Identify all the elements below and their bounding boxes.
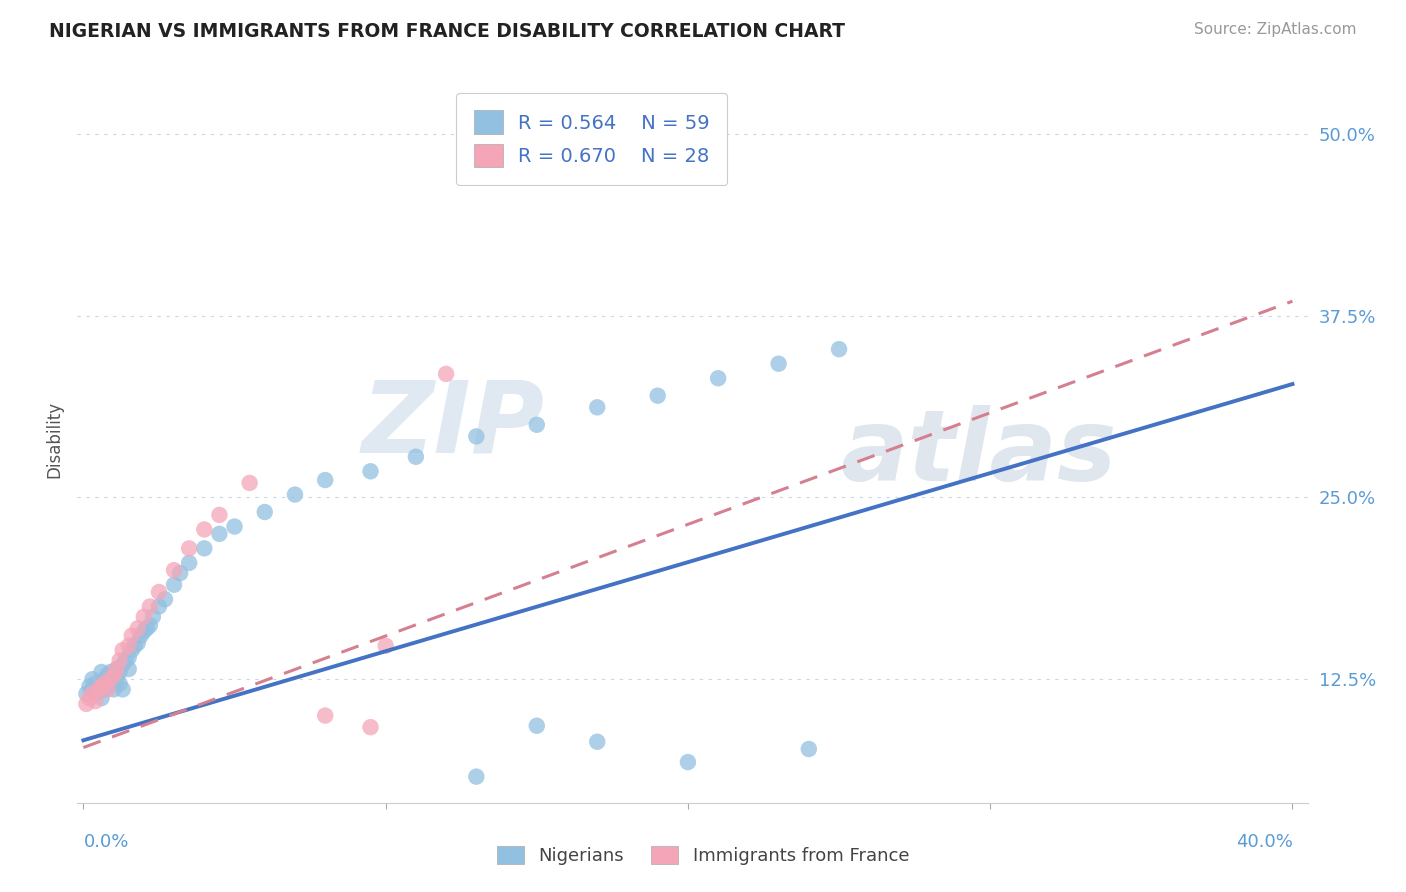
Point (208, 508, 231, 522)
Y-axis label: Disability: Disability (45, 401, 63, 478)
Point (169, 566, 191, 580)
Point (103, 668, 125, 682)
Point (96, 680, 118, 694)
Point (139, 618, 162, 632)
Point (768, 357, 790, 371)
Text: 0.0%: 0.0% (83, 833, 129, 851)
Point (96, 668, 118, 682)
Point (707, 371, 730, 385)
Point (111, 657, 134, 672)
Point (90, 680, 112, 694)
Point (163, 563, 186, 577)
Point (360, 464, 382, 478)
Point (100, 672, 122, 686)
Point (90, 691, 112, 706)
Point (405, 450, 427, 464)
Point (132, 624, 155, 639)
Text: atlas: atlas (841, 405, 1116, 502)
Point (224, 519, 246, 533)
Point (93, 676, 115, 690)
Point (75, 687, 97, 701)
Legend: R = 0.564    N = 59, R = 0.670    N = 28: R = 0.564 N = 59, R = 0.670 N = 28 (456, 93, 727, 185)
Point (676, 755, 699, 769)
Point (434, 367, 457, 381)
Legend: Nigerians, Immigrants from France: Nigerians, Immigrants from France (489, 838, 917, 872)
Point (108, 653, 131, 667)
Point (79, 680, 101, 694)
Point (127, 621, 149, 635)
Point (797, 742, 820, 756)
Point (828, 342, 851, 356)
Point (314, 473, 336, 487)
Point (93, 682, 115, 697)
Point (84, 687, 107, 701)
Point (118, 650, 141, 665)
Point (284, 487, 307, 501)
Point (96, 682, 118, 697)
Point (647, 389, 669, 403)
Point (153, 592, 176, 607)
Point (124, 639, 146, 653)
Point (360, 720, 382, 734)
Point (526, 417, 548, 432)
Point (142, 609, 165, 624)
Point (129, 629, 152, 643)
Point (90, 665, 112, 679)
Point (586, 401, 609, 415)
Point (82, 687, 104, 701)
Point (193, 541, 215, 556)
Point (93, 672, 115, 686)
Point (179, 556, 201, 570)
Point (103, 682, 125, 697)
Point (114, 653, 136, 667)
Point (139, 599, 162, 614)
Point (84, 694, 107, 708)
Point (121, 643, 143, 657)
Point (111, 643, 134, 657)
Point (111, 682, 134, 697)
Point (82, 682, 104, 697)
Point (84, 676, 107, 690)
Point (75, 697, 97, 711)
Point (148, 599, 170, 614)
Point (121, 629, 143, 643)
Point (465, 770, 488, 784)
Text: Source: ZipAtlas.com: Source: ZipAtlas.com (1194, 22, 1357, 37)
Point (103, 668, 125, 682)
Point (87, 682, 110, 697)
Text: NIGERIAN VS IMMIGRANTS FROM FRANCE DISABILITY CORRELATION CHART: NIGERIAN VS IMMIGRANTS FROM FRANCE DISAB… (49, 22, 845, 41)
Point (118, 639, 141, 653)
Point (314, 708, 336, 723)
Point (100, 676, 122, 690)
Point (82, 672, 104, 686)
Point (148, 585, 170, 599)
Point (193, 523, 215, 537)
Text: 40.0%: 40.0% (1236, 833, 1292, 851)
Point (105, 662, 128, 676)
Point (586, 735, 609, 749)
Point (87, 682, 110, 697)
Point (374, 639, 396, 653)
Point (239, 475, 262, 490)
Point (79, 691, 101, 706)
Point (105, 662, 128, 676)
Point (208, 526, 231, 541)
Point (465, 429, 488, 443)
Point (132, 609, 155, 624)
Point (100, 665, 122, 679)
Point (526, 719, 548, 733)
Point (135, 621, 157, 635)
Point (179, 541, 201, 556)
Point (253, 505, 276, 519)
Text: ZIP: ZIP (361, 376, 546, 474)
Point (127, 636, 149, 650)
Point (118, 662, 141, 676)
Point (163, 578, 186, 592)
Point (108, 676, 131, 690)
Point (105, 672, 128, 686)
Point (108, 665, 131, 679)
